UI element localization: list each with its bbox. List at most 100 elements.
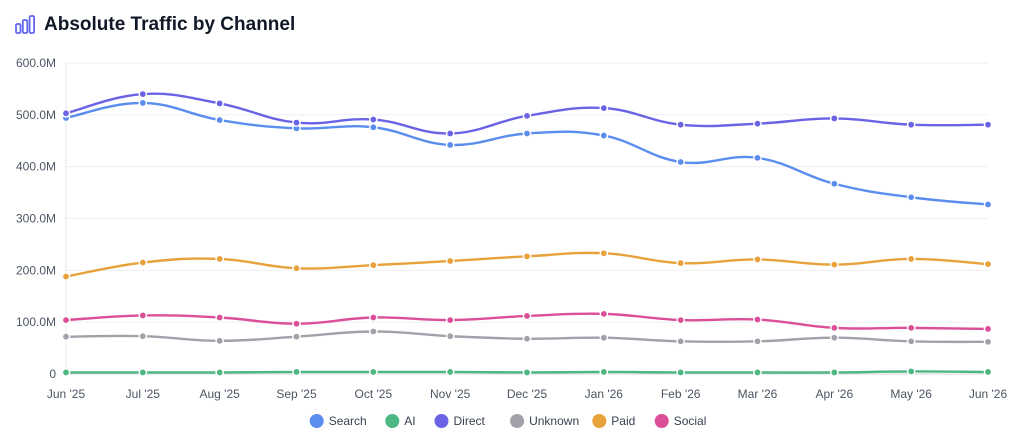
data-point-search[interactable] xyxy=(753,153,762,163)
x-tick-label: Mar '26 xyxy=(738,387,778,401)
data-point-social[interactable] xyxy=(983,324,993,334)
data-point-direct[interactable] xyxy=(215,99,224,108)
data-point-social[interactable] xyxy=(906,323,916,333)
data-point-search[interactable] xyxy=(215,115,224,125)
data-point-search[interactable] xyxy=(138,98,148,108)
data-point-direct[interactable] xyxy=(369,115,378,124)
data-point-direct[interactable] xyxy=(138,89,148,99)
data-point-social[interactable] xyxy=(292,319,301,329)
legend-item-direct[interactable]: Direct xyxy=(434,414,486,428)
legend-item-ai[interactable]: AI xyxy=(385,414,416,428)
data-point-unknown[interactable] xyxy=(445,331,455,341)
data-point-ai[interactable] xyxy=(599,367,609,377)
data-point-social[interactable] xyxy=(830,323,839,333)
data-point-social[interactable] xyxy=(138,311,148,320)
chart-title: Absolute Traffic by Channel xyxy=(44,14,296,35)
data-point-direct[interactable] xyxy=(522,111,532,121)
data-point-paid[interactable] xyxy=(983,259,993,269)
data-point-social[interactable] xyxy=(215,313,224,322)
data-point-unknown[interactable] xyxy=(676,337,685,346)
data-point-paid[interactable] xyxy=(599,248,609,258)
data-point-ai[interactable] xyxy=(61,368,71,377)
data-point-ai[interactable] xyxy=(830,368,839,377)
data-point-ai[interactable] xyxy=(369,367,378,377)
data-point-unknown[interactable] xyxy=(599,333,609,343)
data-point-unknown[interactable] xyxy=(753,337,762,346)
data-point-ai[interactable] xyxy=(676,368,685,377)
data-point-paid[interactable] xyxy=(906,254,916,264)
legend-swatch xyxy=(385,414,400,428)
data-point-unknown[interactable] xyxy=(215,336,224,346)
data-point-unknown[interactable] xyxy=(292,332,301,341)
legend-swatch xyxy=(654,414,669,428)
x-tick-label: Feb '26 xyxy=(661,387,701,401)
data-point-search[interactable] xyxy=(983,200,993,209)
x-tick-label: May '26 xyxy=(890,387,932,401)
data-point-ai[interactable] xyxy=(522,368,532,377)
data-point-paid[interactable] xyxy=(445,256,455,266)
data-point-direct[interactable] xyxy=(445,129,455,138)
data-point-social[interactable] xyxy=(445,315,455,325)
data-point-social[interactable] xyxy=(61,315,71,325)
x-tick-label: Jun '26 xyxy=(969,387,1008,401)
y-tick-label: 400.0M xyxy=(16,160,56,174)
data-point-search[interactable] xyxy=(676,157,685,167)
data-point-search[interactable] xyxy=(445,140,455,150)
data-point-paid[interactable] xyxy=(61,272,71,281)
data-point-search[interactable] xyxy=(906,192,916,202)
data-point-ai[interactable] xyxy=(983,367,993,377)
data-point-ai[interactable] xyxy=(138,368,148,377)
data-point-social[interactable] xyxy=(753,315,762,324)
data-point-search[interactable] xyxy=(830,179,839,189)
legend-item-social[interactable]: Social xyxy=(654,414,707,428)
legend-item-unknown[interactable]: Unknown xyxy=(510,414,579,428)
bar-chart-icon xyxy=(15,15,36,34)
data-point-paid[interactable] xyxy=(830,260,839,269)
data-point-ai[interactable] xyxy=(753,368,762,377)
data-point-unknown[interactable] xyxy=(522,334,532,344)
data-point-unknown[interactable] xyxy=(369,327,378,336)
x-tick-label: Oct '25 xyxy=(355,387,393,401)
x-tick-label: Jul '25 xyxy=(126,387,161,401)
data-point-unknown[interactable] xyxy=(983,337,993,347)
data-point-paid[interactable] xyxy=(676,258,685,268)
data-point-unknown[interactable] xyxy=(906,337,916,346)
data-point-paid[interactable] xyxy=(215,254,224,264)
data-point-social[interactable] xyxy=(676,315,685,325)
data-point-paid[interactable] xyxy=(292,263,301,273)
data-point-ai[interactable] xyxy=(906,367,916,376)
data-point-direct[interactable] xyxy=(676,120,685,129)
data-point-direct[interactable] xyxy=(753,119,762,128)
data-point-ai[interactable] xyxy=(215,368,224,377)
data-point-search[interactable] xyxy=(599,131,609,140)
legend-swatch xyxy=(434,414,449,428)
data-point-direct[interactable] xyxy=(983,120,993,129)
x-tick-label: Apr '26 xyxy=(816,387,854,401)
legend-item-paid[interactable]: Paid xyxy=(592,414,635,428)
data-point-direct[interactable] xyxy=(61,108,71,118)
data-point-search[interactable] xyxy=(522,129,532,138)
data-point-paid[interactable] xyxy=(753,255,762,264)
data-point-social[interactable] xyxy=(369,313,378,322)
data-point-social[interactable] xyxy=(599,309,609,319)
data-point-unknown[interactable] xyxy=(830,333,839,343)
data-point-ai[interactable] xyxy=(292,367,301,377)
data-point-social[interactable] xyxy=(522,311,532,321)
data-point-paid[interactable] xyxy=(369,260,378,270)
legend-item-search[interactable]: Search xyxy=(309,414,367,428)
y-tick-label: 0 xyxy=(49,367,56,381)
data-point-direct[interactable] xyxy=(292,118,301,127)
x-tick-label: Nov '25 xyxy=(430,387,471,401)
data-point-direct[interactable] xyxy=(830,114,839,123)
legend-swatch xyxy=(309,414,324,428)
data-point-unknown[interactable] xyxy=(138,331,148,341)
legend-label: Unknown xyxy=(529,414,579,428)
data-point-ai[interactable] xyxy=(445,367,455,377)
data-point-direct[interactable] xyxy=(906,120,916,129)
data-point-paid[interactable] xyxy=(522,252,532,261)
data-point-direct[interactable] xyxy=(599,103,609,113)
data-point-unknown[interactable] xyxy=(61,332,71,341)
data-point-paid[interactable] xyxy=(138,258,148,267)
legend: Search AI Direct Unknown Paid Social xyxy=(309,414,707,428)
data-point-search[interactable] xyxy=(369,122,378,132)
